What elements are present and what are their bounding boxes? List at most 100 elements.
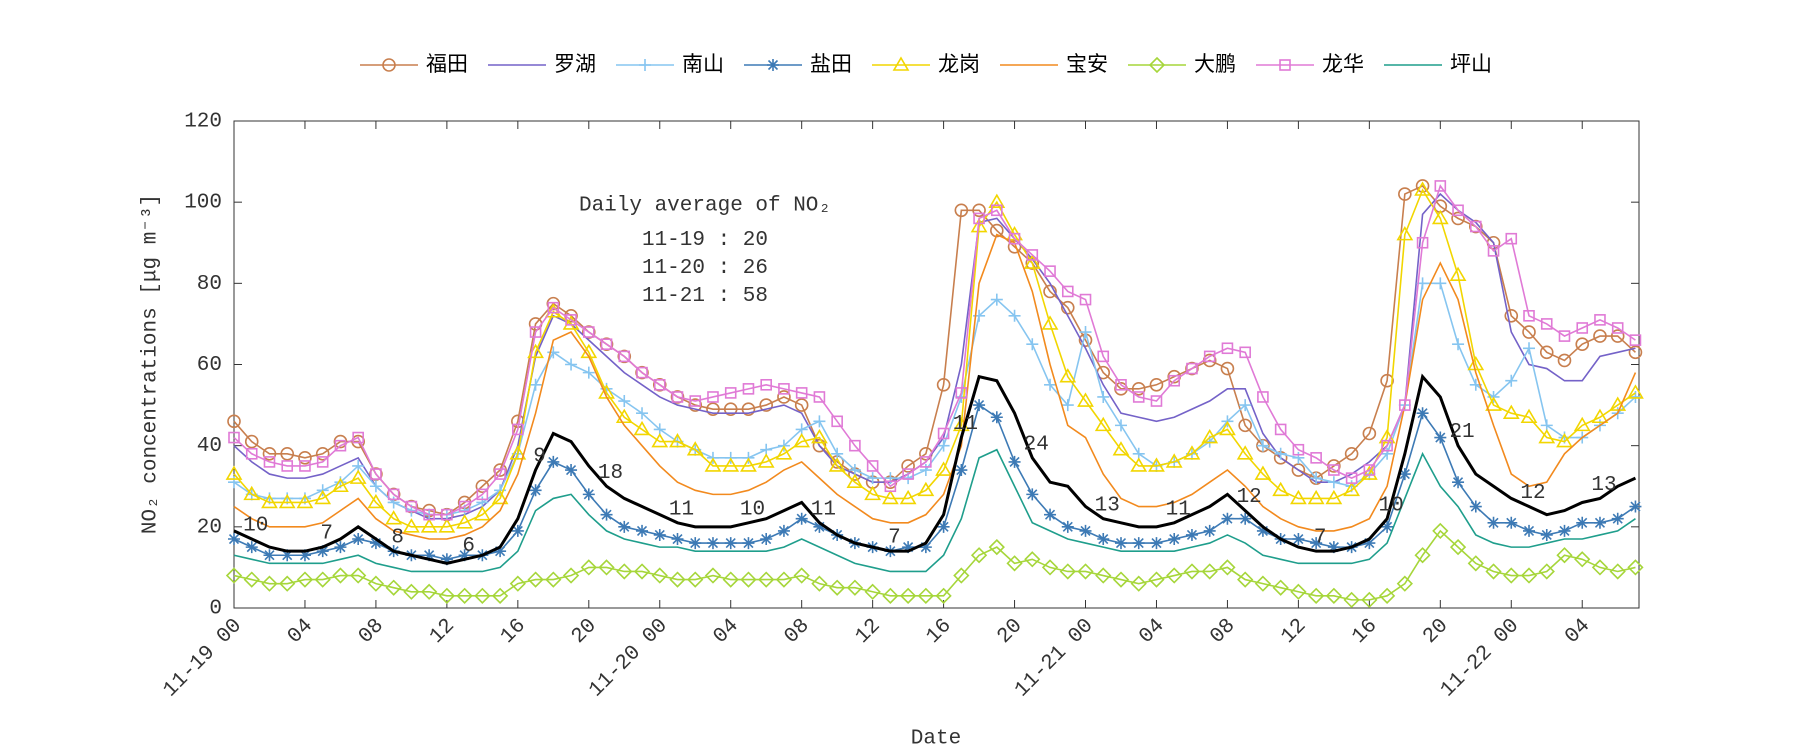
marker [1378, 587, 1396, 604]
marker [1557, 353, 1572, 368]
marker [296, 571, 314, 588]
marker [1609, 563, 1626, 580]
legend-label: 南山 [682, 52, 724, 76]
marker [652, 377, 667, 392]
daily-average-row: 11-19 : 20 [642, 229, 768, 252]
annotation: 11 [953, 413, 978, 436]
marker [1362, 426, 1377, 441]
marker [1112, 571, 1130, 588]
marker [387, 496, 400, 509]
marker [474, 587, 491, 604]
marker [1523, 524, 1536, 537]
marker [1112, 441, 1130, 456]
marker [1292, 443, 1305, 456]
marker [811, 575, 828, 592]
marker [882, 587, 899, 604]
legend-label: 龙华 [1322, 52, 1364, 76]
marker [688, 398, 703, 412]
marker [1115, 378, 1127, 391]
series [228, 399, 1642, 566]
annotation: 12 [1237, 486, 1262, 509]
marker [299, 460, 311, 472]
marker [1201, 428, 1219, 444]
marker [1043, 284, 1057, 299]
marker [617, 349, 632, 364]
marker [1611, 322, 1624, 334]
marker [1396, 575, 1413, 592]
marker [724, 537, 737, 550]
marker [1576, 322, 1589, 334]
marker [1452, 204, 1464, 217]
marker [562, 567, 580, 584]
marker [828, 457, 846, 472]
marker [262, 446, 277, 461]
marker [1540, 318, 1553, 330]
marker [1503, 567, 1520, 584]
daily-average-value: 26 [743, 257, 768, 280]
marker [529, 484, 542, 497]
marker [724, 387, 737, 399]
marker [1327, 541, 1340, 554]
marker [261, 493, 278, 509]
marker [228, 431, 240, 444]
marker [1041, 559, 1059, 576]
marker [473, 506, 491, 521]
series-line [233, 233, 1637, 540]
marker [438, 518, 456, 533]
marker [1166, 567, 1183, 584]
marker [316, 545, 329, 558]
marker [1239, 512, 1252, 525]
series-line [233, 448, 1636, 573]
y-tick-label: 60 [197, 354, 222, 377]
annotation: 7 [320, 523, 333, 546]
marker [936, 377, 951, 392]
annotation: 10 [1378, 494, 1403, 517]
marker [298, 549, 311, 562]
marker [423, 549, 436, 562]
marker [1292, 451, 1305, 464]
marker [1363, 537, 1376, 550]
separator: : [705, 285, 743, 308]
marker [1254, 465, 1272, 480]
marker [1272, 481, 1290, 497]
marker [1449, 538, 1467, 556]
marker [1594, 314, 1606, 326]
marker [1360, 465, 1378, 480]
y-tick-label: 80 [197, 273, 222, 296]
marker [1452, 476, 1465, 489]
marker [1328, 464, 1340, 476]
marker [491, 489, 509, 505]
marker [1024, 551, 1041, 568]
marker [864, 583, 881, 600]
marker [332, 477, 349, 493]
marker [615, 408, 633, 424]
marker [263, 549, 276, 562]
marker [955, 464, 968, 477]
marker [831, 415, 843, 428]
marker [767, 59, 779, 71]
annotation: 7 [1314, 527, 1327, 550]
marker [902, 541, 915, 554]
marker [1628, 345, 1643, 360]
series [227, 179, 1643, 522]
series [228, 180, 1642, 521]
marker [582, 326, 595, 338]
legend-item: 盐田 [744, 52, 852, 76]
marker [1008, 309, 1021, 322]
marker [937, 427, 950, 440]
separator: : [705, 229, 743, 252]
marker [1219, 420, 1236, 436]
marker [618, 395, 631, 408]
marker [1061, 520, 1074, 533]
marker [580, 559, 597, 576]
marker [1452, 338, 1465, 351]
marker [423, 508, 435, 521]
marker [1325, 587, 1343, 604]
legend-label: 罗湖 [554, 52, 596, 76]
marker [1130, 457, 1148, 472]
marker [1168, 374, 1181, 387]
marker [350, 567, 367, 584]
daily-average-date: 11-21 [642, 285, 705, 308]
marker [1502, 404, 1520, 419]
